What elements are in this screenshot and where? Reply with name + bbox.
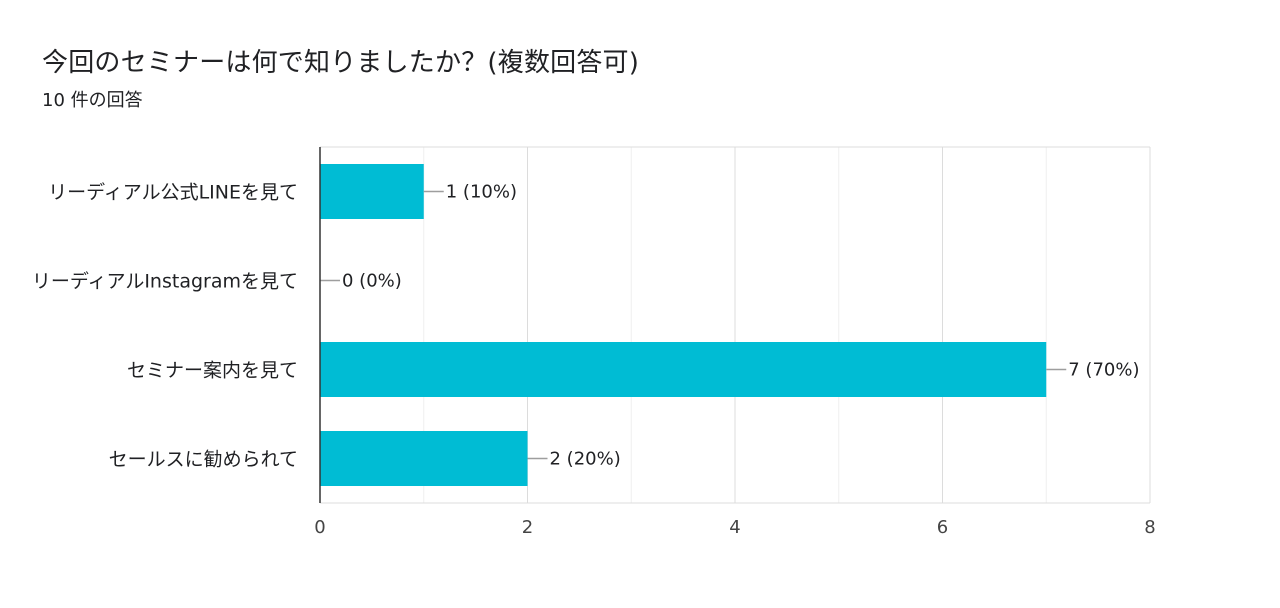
category-label: リーディアルInstagramを見て — [32, 271, 298, 293]
x-tick-label: 6 — [937, 517, 948, 538]
bars: 1 (10%) 0 (0%) 7 (70%) 2 (20%) — [319, 147, 1139, 503]
bar — [320, 431, 528, 486]
category-labels: リーディアル公式LINEを見てリーディアルInstagramを見てセミナー案内を… — [32, 182, 298, 471]
x-tick-label: 8 — [1144, 517, 1155, 538]
x-tick-label: 4 — [729, 517, 740, 538]
x-tick-label: 0 — [314, 517, 325, 538]
category-label: セミナー案内を見て — [127, 360, 298, 382]
data-label: 0 (0%) — [342, 271, 402, 292]
category-label: リーディアル公式LINEを見て — [48, 182, 298, 204]
response-count: 10 件の回答 — [42, 90, 143, 111]
data-label: 1 (10%) — [446, 182, 517, 203]
data-label: 7 (70%) — [1068, 360, 1139, 381]
chart-title: 今回のセミナーは何で知りましたか？(複数回答可) — [42, 48, 640, 78]
category-label: セールスに勧められて — [109, 449, 298, 471]
data-label: 2 (20%) — [550, 449, 621, 470]
x-axis-ticks: 0 2 4 6 8 — [314, 517, 1155, 538]
bar — [320, 164, 424, 219]
x-tick-label: 2 — [522, 517, 533, 538]
bar — [320, 342, 1047, 397]
